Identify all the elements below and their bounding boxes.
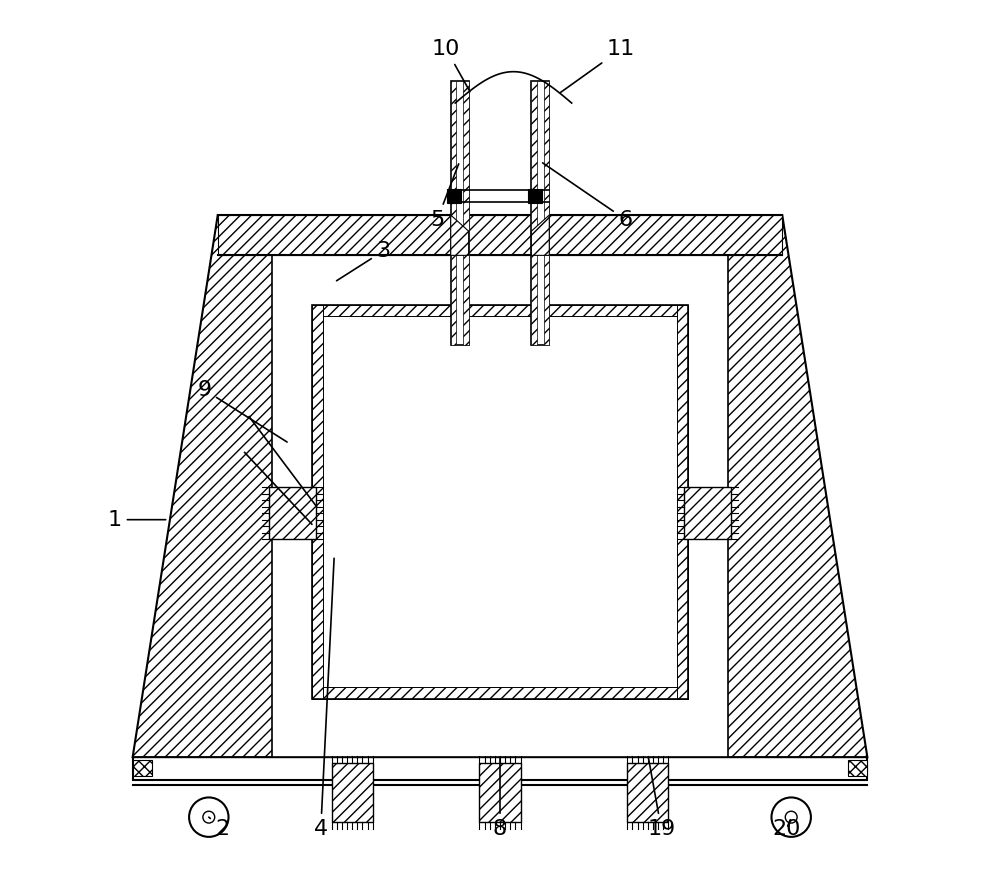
Bar xyxy=(544,81,549,345)
Bar xyxy=(312,305,688,699)
Bar xyxy=(848,761,867,776)
Text: 8: 8 xyxy=(493,757,507,839)
Bar xyxy=(312,305,323,699)
Circle shape xyxy=(189,797,229,837)
Text: 2: 2 xyxy=(209,817,229,839)
Bar xyxy=(312,305,688,316)
Bar xyxy=(451,81,469,345)
Bar xyxy=(323,316,677,687)
Circle shape xyxy=(771,797,811,837)
Bar xyxy=(627,763,668,822)
Bar xyxy=(531,81,537,345)
Text: 3: 3 xyxy=(337,241,391,280)
Bar xyxy=(269,487,316,539)
Circle shape xyxy=(203,811,215,823)
Polygon shape xyxy=(451,215,469,255)
Bar xyxy=(218,215,782,255)
Bar xyxy=(312,687,688,699)
Bar xyxy=(677,305,688,699)
Text: 1: 1 xyxy=(108,510,166,530)
Bar xyxy=(451,81,456,345)
Text: 4: 4 xyxy=(314,558,334,839)
Bar xyxy=(447,189,461,203)
Bar xyxy=(463,81,469,345)
Text: 20: 20 xyxy=(773,819,801,839)
Text: 9: 9 xyxy=(197,380,287,442)
Polygon shape xyxy=(531,215,549,255)
Text: 11: 11 xyxy=(561,39,635,92)
Bar xyxy=(332,763,373,822)
Bar xyxy=(531,81,549,345)
Polygon shape xyxy=(133,215,867,757)
Bar xyxy=(133,761,152,776)
Bar xyxy=(272,215,728,757)
Bar xyxy=(528,189,542,203)
Bar xyxy=(479,763,521,822)
Text: 19: 19 xyxy=(647,757,675,839)
Text: 6: 6 xyxy=(543,163,633,229)
Text: 10: 10 xyxy=(432,39,470,91)
Bar xyxy=(133,757,867,780)
Text: 5: 5 xyxy=(430,164,459,229)
Circle shape xyxy=(785,811,797,823)
Bar xyxy=(684,487,731,539)
